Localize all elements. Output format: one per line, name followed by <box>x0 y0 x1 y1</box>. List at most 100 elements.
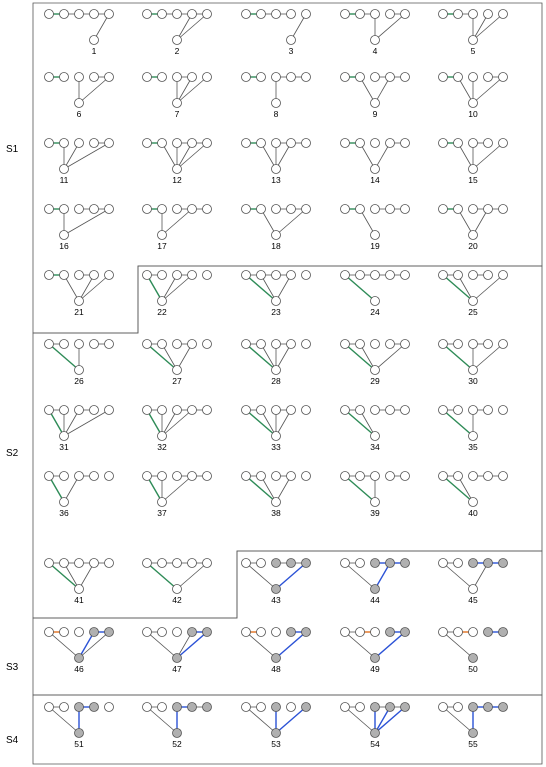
node <box>498 270 508 280</box>
node <box>385 339 395 349</box>
edge <box>176 631 193 659</box>
graph-10: 10 <box>438 72 508 119</box>
node <box>44 702 54 712</box>
node <box>157 702 167 712</box>
node <box>187 204 197 214</box>
graph-7: 7 <box>142 72 212 119</box>
node <box>498 702 508 712</box>
edge <box>63 142 80 170</box>
node <box>468 405 478 415</box>
node <box>340 270 350 280</box>
green-edge <box>344 409 376 437</box>
node <box>157 204 167 214</box>
edge <box>63 142 110 170</box>
node <box>172 204 182 214</box>
graph-22: 22 <box>142 270 212 317</box>
node <box>468 431 478 441</box>
node <box>370 9 380 19</box>
green-edge <box>245 343 277 371</box>
edge <box>260 409 277 437</box>
node <box>355 270 365 280</box>
node <box>256 270 266 280</box>
node <box>256 405 266 415</box>
edge <box>176 76 208 104</box>
node <box>453 339 463 349</box>
node <box>241 702 251 712</box>
node <box>453 9 463 19</box>
graph-11: 11 <box>44 138 114 185</box>
graph-51: 51 <box>44 702 114 749</box>
green-edge <box>146 409 163 437</box>
node <box>370 72 380 82</box>
blue-edge <box>275 631 307 659</box>
node <box>89 270 99 280</box>
node <box>74 339 84 349</box>
node <box>172 138 182 148</box>
node <box>74 653 84 663</box>
blue-edge <box>275 706 307 734</box>
edge <box>176 343 193 371</box>
node <box>142 138 152 148</box>
node <box>256 72 266 82</box>
green-edge <box>344 274 376 302</box>
node <box>44 138 54 148</box>
graph-label: 30 <box>468 376 478 386</box>
green-edge <box>48 475 65 503</box>
graph-label: 42 <box>172 595 182 605</box>
node <box>400 405 410 415</box>
edge <box>176 562 208 590</box>
graph-label: 48 <box>271 664 281 674</box>
node <box>468 471 478 481</box>
node <box>59 138 69 148</box>
node <box>271 431 281 441</box>
node <box>44 270 54 280</box>
node <box>271 497 281 507</box>
edge <box>48 706 80 734</box>
graph-21: 21 <box>44 270 114 317</box>
node <box>59 431 69 441</box>
node <box>44 627 54 637</box>
node <box>370 339 380 349</box>
edge <box>290 13 307 41</box>
node <box>44 72 54 82</box>
graph-49: 49 <box>340 627 410 674</box>
node <box>256 339 266 349</box>
node <box>59 72 69 82</box>
node <box>438 627 448 637</box>
node <box>241 72 251 82</box>
node <box>271 728 281 738</box>
node <box>187 72 197 82</box>
node <box>104 627 114 637</box>
node <box>468 365 478 375</box>
edge <box>260 208 277 236</box>
green-edge <box>146 343 178 371</box>
node <box>370 627 380 637</box>
node <box>157 339 167 349</box>
edge <box>374 76 391 104</box>
graph-label: 50 <box>468 664 478 674</box>
node <box>59 702 69 712</box>
green-edge <box>146 475 163 503</box>
node <box>241 339 251 349</box>
graph-label: 37 <box>157 508 167 518</box>
node <box>468 584 478 594</box>
graph-label: 46 <box>74 664 84 674</box>
node <box>468 35 478 45</box>
node <box>202 204 212 214</box>
graph-label: 51 <box>74 739 84 749</box>
node <box>453 204 463 214</box>
node <box>453 471 463 481</box>
node <box>187 702 197 712</box>
graph-label: 47 <box>172 664 182 674</box>
node <box>271 627 281 637</box>
node <box>468 164 478 174</box>
graph-label: 9 <box>373 109 378 119</box>
edge <box>245 706 277 734</box>
node <box>483 138 493 148</box>
region-s1 <box>32 2 543 334</box>
graph-46: 46 <box>44 627 114 674</box>
graph-4: 4 <box>340 9 410 56</box>
node <box>74 72 84 82</box>
green-edge <box>442 409 474 437</box>
node <box>340 558 350 568</box>
